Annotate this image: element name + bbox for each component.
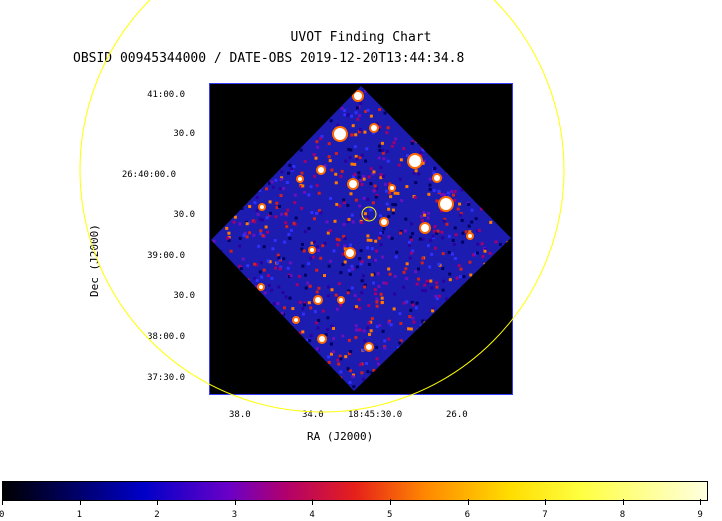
- y-tick-label: 39:00.0: [147, 251, 185, 261]
- y-tick-label: 37:30.0: [147, 373, 185, 383]
- star: [434, 175, 440, 181]
- star: [381, 219, 387, 225]
- colorbar-tick-mark: [234, 499, 236, 505]
- y-tick-label: 30.0: [173, 291, 195, 301]
- x-tick-label: 26.0: [446, 410, 468, 420]
- star: [334, 128, 346, 140]
- star: [346, 249, 354, 257]
- star-field: [257, 90, 474, 352]
- star: [409, 155, 421, 167]
- colorbar-tick-mark: [467, 499, 469, 505]
- colorbar-tick-label: 6: [464, 510, 471, 520]
- star: [354, 92, 362, 100]
- star: [260, 205, 264, 209]
- x-axis-label: RA (J2000): [307, 430, 374, 443]
- colorbar-tick-mark: [390, 499, 391, 505]
- x-tick-label: 38.0: [229, 410, 251, 420]
- colorbar-tick-mark: [700, 499, 702, 505]
- colorbar-tick-label: 4: [309, 510, 315, 520]
- colorbar-tick-mark: [2, 499, 3, 505]
- colorbar: [2, 481, 708, 501]
- chart-title: UVOT Finding Chart: [290, 30, 432, 45]
- star: [349, 180, 357, 188]
- star: [310, 248, 314, 252]
- colorbar-tick-label: 8: [619, 510, 626, 520]
- star: [421, 224, 429, 232]
- y-tick-label: 26:40:00.0: [121, 170, 176, 180]
- star: [319, 336, 325, 342]
- colorbar-tick-mark: [312, 499, 314, 505]
- chart-subtitle: OBSID 00945344000 / DATE-OBS 2019-12-20T…: [73, 51, 465, 66]
- colorbar-tick-mark: [622, 499, 624, 505]
- colorbar-tick-label: 0: [0, 510, 5, 520]
- error-circle: [79, 0, 565, 413]
- y-tick-label: 30.0: [173, 129, 195, 139]
- star: [259, 285, 263, 289]
- colorbar-tick-mark: [545, 499, 547, 505]
- star: [298, 177, 302, 181]
- y-tick-label: 41:00.0: [147, 90, 185, 100]
- star: [440, 198, 452, 210]
- star: [371, 125, 377, 131]
- colorbar-tick-label: 2: [154, 510, 160, 520]
- star: [318, 167, 324, 173]
- colorbar-tick-label: 1: [76, 510, 83, 520]
- star: [366, 344, 372, 350]
- x-tick-label: 34.0: [302, 410, 324, 420]
- colorbar-tick-mark: [79, 499, 81, 505]
- star: [468, 234, 472, 238]
- y-tick-label: 38:00.0: [147, 332, 185, 342]
- colorbar-tick-mark: [157, 499, 159, 505]
- star: [294, 318, 298, 322]
- exposure-region: [211, 86, 511, 391]
- star: [339, 298, 343, 302]
- y-tick-label: 30.0: [173, 210, 195, 220]
- colorbar-tick-label: 5: [387, 510, 393, 520]
- colorbar-tick-label: 3: [231, 510, 238, 520]
- source-marker-circle: [361, 206, 377, 222]
- x-tick-label: 18:45:30.0: [348, 410, 403, 420]
- star: [390, 186, 394, 190]
- colorbar-tick-label: 9: [697, 510, 703, 520]
- colorbar-tick-label: 7: [542, 510, 548, 520]
- star: [315, 297, 321, 303]
